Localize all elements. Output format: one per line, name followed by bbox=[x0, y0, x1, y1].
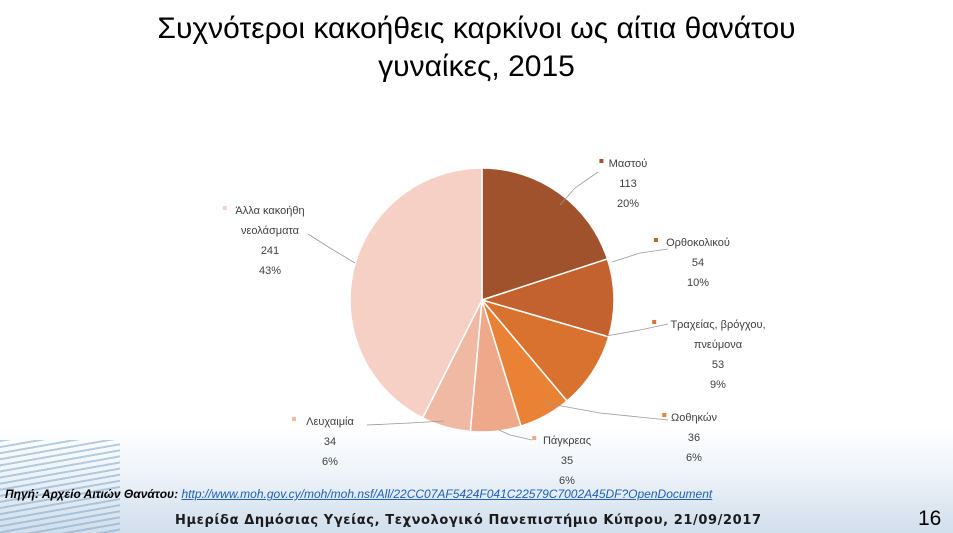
source-note: Πηγή: Αρχείο Αιτιών Θανάτου: http://www.… bbox=[5, 487, 712, 501]
legend-marker-λευχαιμία bbox=[292, 417, 297, 421]
slice-category-label: πνεύμονα bbox=[694, 339, 743, 351]
leader-line-λευχαιμία bbox=[366, 420, 445, 426]
leader-line-ωοθηκών bbox=[544, 402, 669, 421]
footer-text: Ημερίδα Δημόσιας Υγείας, Τεχνολογικό Παν… bbox=[175, 513, 762, 528]
pie-slice-τραχείας-βρόγχου-πνεύμονα bbox=[479, 298, 610, 403]
slice-value-label: 113 bbox=[619, 178, 637, 190]
slice-label-ορθοκολικού: Ορθοκολικού 54 10% bbox=[653, 237, 730, 289]
slice-category-label: Μαστού bbox=[609, 158, 648, 170]
leader-line-μαστού bbox=[559, 171, 599, 206]
slice-value-label: 53 bbox=[712, 359, 724, 371]
legend-marker-τραχείας-βρόγχου-πνεύμονα bbox=[652, 320, 657, 324]
source-link[interactable]: http://www.moh.gov.cy/moh/moh.nsf/All/22… bbox=[181, 487, 713, 501]
slice-label-άλλα-κακοήθη-νεολάσματα: Άλλα κακοήθη νεολάσματα 241 43% bbox=[222, 205, 305, 277]
slice-value-label: 34 bbox=[324, 436, 336, 448]
slice-value-label: 35 bbox=[561, 455, 573, 467]
slice-label-μαστού: Μαστού 113 20% bbox=[599, 158, 647, 210]
legend-marker-ορθοκολικού bbox=[653, 238, 658, 242]
slice-value-label: 36 bbox=[688, 432, 700, 444]
slice-percent-label: 6% bbox=[686, 452, 702, 464]
slice-percent-label: 20% bbox=[617, 198, 639, 210]
slice-percent-label: 6% bbox=[559, 475, 575, 487]
slice-category-label: Ορθοκολικού bbox=[666, 237, 730, 249]
legend-marker-πάγκρεας bbox=[532, 436, 537, 440]
slice-category-label: Πάγκρεας bbox=[543, 435, 591, 447]
leader-line-ορθοκολικού bbox=[611, 248, 669, 263]
slice-category-label: Άλλα κακοήθη bbox=[235, 205, 304, 217]
leader-line-πάγκρεας bbox=[498, 429, 533, 441]
slice-label-πάγκρεας: Πάγκρεας 35 6% bbox=[532, 435, 591, 487]
slice-category-label: νεολάσματα bbox=[241, 225, 300, 237]
slice-label-τραχείας-βρόγχου-πνεύμονα: Τραχείας, βρόγχου, πνεύμονα 53 9% bbox=[652, 319, 766, 391]
slice-label-ωοθηκών: Ωοθηκών 36 6% bbox=[662, 412, 718, 464]
slice-value-label: 241 bbox=[261, 245, 279, 257]
legend-marker-άλλα-κακοήθη-νεολάσματα bbox=[222, 206, 227, 210]
slice-percent-label: 43% bbox=[259, 265, 281, 277]
legend-marker-ωοθηκών bbox=[662, 413, 667, 417]
slice-category-label: Ωοθηκών bbox=[671, 412, 718, 424]
footer-band bbox=[0, 428, 953, 533]
slice-category-label: Τραχείας, βρόγχου, bbox=[670, 319, 765, 331]
pie-slice-άλλα-κακοήθη-νεολάσματα bbox=[349, 167, 483, 419]
slide-title-line-1: Συχνότεροι κακοήθεις καρκίνοι ως αίτια θ… bbox=[157, 12, 796, 45]
decorative-swoosh bbox=[0, 440, 120, 533]
slice-percent-label: 6% bbox=[322, 456, 338, 468]
leader-line-άλλα-κακοήθη-νεολάσματα bbox=[307, 233, 356, 264]
slide-title-line-2: γυναίκες, 2015 bbox=[378, 50, 575, 83]
leader-line-τραχείας-βρόγχου-πνεύμονα bbox=[605, 323, 669, 337]
slice-label-λευχαιμία: Λευχαιμία 34 6% bbox=[292, 416, 354, 468]
legend-marker-μαστού bbox=[599, 159, 604, 163]
slice-percent-label: 10% bbox=[687, 277, 709, 289]
slide-title: Συχνότεροι κακοήθεις καρκίνοι ως αίτια θ… bbox=[0, 10, 953, 86]
source-label: Πηγή: Αρχείο Αιτιών Θανάτου: bbox=[5, 487, 179, 501]
slice-percent-label: 9% bbox=[710, 379, 726, 391]
pie-slice-μαστού bbox=[481, 167, 609, 302]
slice-category-label: Λευχαιμία bbox=[306, 416, 354, 428]
page-number: 16 bbox=[918, 507, 942, 530]
slice-value-label: 54 bbox=[692, 257, 704, 269]
